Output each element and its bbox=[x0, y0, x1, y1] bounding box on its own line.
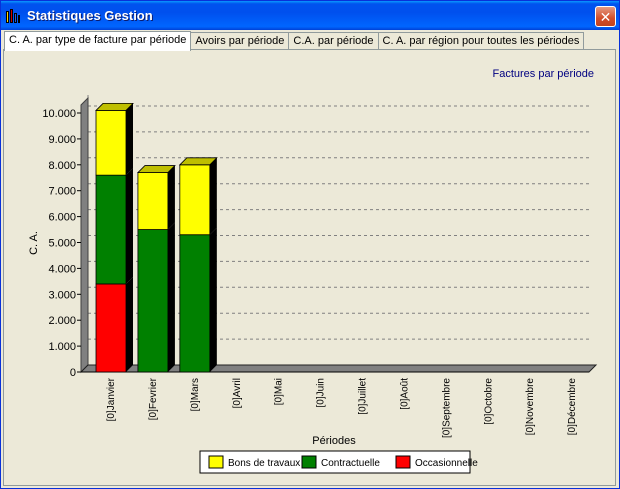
y-tick-label: 4.000 bbox=[48, 263, 76, 275]
window-title: Statistiques Gestion bbox=[27, 8, 153, 23]
chart-title: Factures par période bbox=[493, 68, 595, 80]
y-tick-label: 1.000 bbox=[48, 341, 76, 353]
title-bar[interactable]: Statistiques Gestion ✕ bbox=[1, 1, 619, 30]
bar-side bbox=[126, 276, 133, 372]
legend-swatch bbox=[301, 455, 317, 469]
y-tick-label: 9.000 bbox=[48, 134, 76, 146]
x-tick-label: [0]Septembre bbox=[441, 378, 452, 438]
bar-segment-bons-de-travaux bbox=[137, 172, 169, 230]
bar-segment-occasionnelle bbox=[95, 283, 127, 373]
y-tick-label: 10.000 bbox=[42, 108, 76, 120]
bar-segment-bons-de-travaux bbox=[179, 164, 211, 236]
chart-panel: Factures par période C. A. Périodes 0 1.0… bbox=[3, 49, 616, 486]
bar-side bbox=[126, 168, 133, 284]
legend-swatch bbox=[395, 455, 411, 469]
tab-avoirs[interactable]: Avoirs par période bbox=[190, 32, 290, 50]
bar-side bbox=[167, 165, 175, 230]
y-tick-label: 5.000 bbox=[48, 238, 76, 250]
bar-side bbox=[209, 157, 217, 235]
tab-ca-type-facture[interactable]: C. A. par type de facture par période bbox=[4, 31, 192, 51]
y-axis-label: C. A. bbox=[28, 231, 40, 255]
x-tick-label: [0]Mars bbox=[190, 378, 201, 411]
legend-label: Occasionnelle bbox=[415, 458, 478, 469]
bar-segment-bons-de-travaux bbox=[95, 110, 127, 176]
x-tick-label: [0]Fevrier bbox=[148, 377, 159, 420]
close-button[interactable]: ✕ bbox=[595, 6, 616, 27]
stacked-bar-chart: Factures par période C. A. Périodes 0 1.0… bbox=[28, 68, 598, 474]
x-tick-label: [0]Mai bbox=[274, 378, 285, 405]
x-tick-label: [0]Novembre bbox=[525, 378, 536, 436]
close-icon: ✕ bbox=[599, 8, 612, 25]
y-tick-label: 2.000 bbox=[48, 315, 76, 327]
left-wall bbox=[80, 96, 89, 374]
y-tick-label: 3.000 bbox=[48, 289, 76, 301]
y-tick-label: 0 bbox=[70, 367, 76, 379]
bar-top bbox=[136, 165, 176, 173]
bar-top bbox=[178, 157, 218, 166]
legend-label: Contractuelle bbox=[321, 458, 380, 469]
tab-strip: C. A. par type de facture par période Av… bbox=[4, 31, 585, 51]
bar-side bbox=[126, 103, 133, 176]
y-tick-label: 7.000 bbox=[48, 186, 76, 198]
bar-side bbox=[167, 222, 175, 372]
x-tick-label: [0]Janvier bbox=[106, 377, 117, 421]
x-tick-label: [0]Octobre bbox=[483, 378, 494, 425]
bar-segment-contractuelle bbox=[137, 229, 169, 373]
bar-side bbox=[209, 227, 217, 372]
x-axis-label: Périodes bbox=[312, 435, 356, 447]
y-tick-label: 8.000 bbox=[48, 160, 76, 172]
tab-ca-periode[interactable]: C.A. par période bbox=[288, 32, 379, 50]
tab-ca-region[interactable]: C. A. par région pour toutes les période… bbox=[377, 32, 585, 50]
legend: Bons de travaux Contractuelle Occasionnell… bbox=[199, 450, 478, 474]
bar-top bbox=[95, 103, 134, 111]
y-tick-labels: 0 1.000 2.000 3.000 4.000 5.000 6.000 7.000 8.00… bbox=[42, 108, 76, 379]
bar-chart-app-icon bbox=[5, 8, 21, 24]
bar-segment-contractuelle bbox=[95, 174, 127, 285]
bars bbox=[95, 103, 218, 373]
x-tick-labels: [0]Janvier [0]Fevrier [0]Mars [0]Avril [0]Ma… bbox=[106, 377, 578, 438]
legend-swatch bbox=[208, 455, 224, 469]
x-tick-label: [0]Juillet bbox=[358, 378, 369, 415]
legend-label: Bons de travaux bbox=[228, 458, 300, 469]
bar-segment-contractuelle bbox=[179, 234, 211, 373]
y-tick-label: 6.000 bbox=[48, 212, 76, 224]
x-tick-label: [0]Août bbox=[399, 378, 410, 410]
x-tick-label: [0]Avril bbox=[232, 378, 243, 408]
x-tick-label: [0]Décembre bbox=[567, 378, 578, 436]
x-tick-label: [0]Juin bbox=[316, 378, 327, 407]
